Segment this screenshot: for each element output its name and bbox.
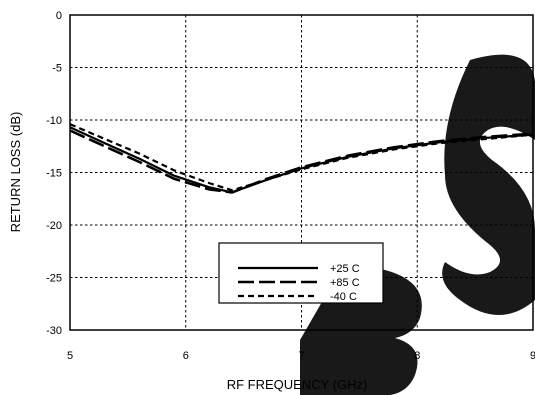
y-axis-label: RETURN LOSS (dB)	[8, 112, 23, 233]
legend-box	[218, 242, 384, 304]
x-tick-labels: 5 6 7 8 9	[67, 350, 535, 362]
x-axis-label: RF FREQUENCY (GHz)	[227, 377, 368, 392]
y-tick-label: -10	[46, 115, 62, 127]
y-tick-label: -25	[46, 273, 62, 285]
gridlines	[70, 15, 533, 330]
y-tick-label: -30	[46, 325, 62, 337]
series-line-2	[69, 123, 534, 192]
legend-label-0: +25 C	[330, 263, 360, 275]
plot-area-frame	[69, 14, 534, 331]
x-tick-label: 9	[530, 350, 535, 362]
x-tick-label: 5	[67, 350, 73, 362]
y-tick-label: -15	[46, 168, 62, 180]
legend-label-1: +85 C	[330, 277, 360, 289]
y-tick-label: -5	[52, 63, 62, 75]
x-tick-label: 8	[414, 350, 420, 362]
y-tick-label: -20	[46, 220, 62, 232]
legend: +25 C +85 C -40 C	[218, 242, 384, 304]
y-tick-labels: 0 -5 -10 -15 -20 -25 -30	[46, 10, 62, 337]
watermark-letter-s	[442, 54, 535, 315]
legend-label-2: -40 C	[330, 291, 357, 303]
x-tick-label: 7	[298, 350, 304, 362]
y-tick-label: 0	[56, 10, 62, 22]
series-lines	[69, 123, 534, 194]
x-tick-label: 6	[183, 350, 189, 362]
